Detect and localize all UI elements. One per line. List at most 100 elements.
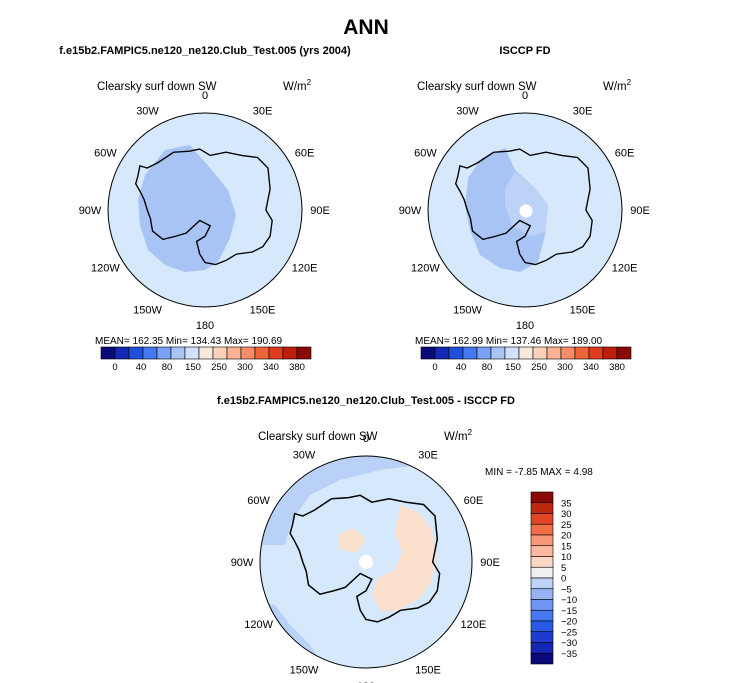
- colorbar-swatch: [616, 346, 632, 360]
- lon-label: 150W: [453, 305, 482, 317]
- lon-label: 120W: [91, 263, 120, 275]
- longitude-labels: 0 30E 60E 90E 120E 150E 180 150W 120W 90W 60W 30W: [231, 433, 500, 683]
- missing-data-pole: [519, 204, 533, 218]
- lon-label: 0: [363, 433, 369, 445]
- colorbar-swatch: [420, 346, 436, 360]
- lon-label: 60W: [247, 495, 270, 507]
- colorbar-swatch: [602, 346, 618, 360]
- lon-label: 60E: [615, 148, 635, 160]
- colorbar-tick-label: −35: [561, 649, 577, 660]
- colorbar-tick-label: 150: [185, 362, 201, 373]
- map-shading: [108, 113, 302, 307]
- colorbar-swatch: [504, 346, 520, 360]
- lon-label: 90E: [310, 205, 330, 217]
- colorbar-swatch: [530, 588, 554, 600]
- variable-label: Clearsky surf down SW: [97, 81, 217, 93]
- colorbar-tick-label: 340: [263, 362, 279, 373]
- colorbar-tick-label: 80: [482, 362, 493, 373]
- map-boundary: [427, 112, 623, 308]
- colorbar-tick-label: 0: [432, 362, 437, 373]
- lon-label: 90W: [231, 557, 254, 569]
- stats-label: MEAN= 162.35 Min= 134.43 Max= 190.69: [95, 336, 283, 347]
- colorbar-swatch: [240, 346, 256, 360]
- colorbar: 0 40 80 150 250 300 340 380: [420, 346, 632, 373]
- colorbar-swatch: [170, 346, 186, 360]
- positive-diff-region: [338, 528, 366, 552]
- variable-label: Clearsky surf down SW: [417, 81, 537, 93]
- colorbar-tick-label: 340: [583, 362, 599, 373]
- colorbar-swatch: [530, 620, 554, 633]
- colorbar: 0 40 80 150 250 300 340 380: [100, 346, 312, 373]
- colorbar-tick-label: 380: [609, 362, 625, 373]
- stats-label: MIN = -7.85 MAX = 4.98: [485, 467, 593, 478]
- colorbar-tick-label: 40: [456, 362, 467, 373]
- colorbar-tick-label: 5: [561, 563, 566, 574]
- colorbar-swatch: [434, 346, 450, 360]
- units-label: W/m2: [283, 78, 312, 93]
- colorbar-tick-label: 10: [561, 552, 572, 563]
- colorbar-tick-label: −20: [561, 617, 577, 628]
- lon-label: 150W: [290, 664, 319, 676]
- lon-label: 90W: [399, 205, 422, 217]
- colorbar-swatch: [530, 609, 554, 622]
- colorbar-tick-label: 20: [561, 531, 572, 542]
- colorbar-swatch: [114, 346, 130, 360]
- colorbar-swatch: [142, 346, 158, 360]
- colorbar-tick-label: −10: [561, 595, 577, 606]
- colorbar-tick-label: 300: [237, 362, 253, 373]
- colorbar-swatch: [530, 545, 554, 557]
- map-shading: [260, 456, 472, 668]
- low-value-region: [138, 145, 236, 272]
- colorbar-tick-label: 250: [531, 362, 547, 373]
- colorbar-tick-label: 0: [561, 574, 566, 585]
- colorbar-swatch: [530, 534, 554, 547]
- colorbar-swatch: [530, 577, 554, 590]
- colorbar-tick-label: 0: [112, 362, 117, 373]
- colorbar-tick-label: 40: [136, 362, 147, 373]
- colorbar-tick-label: 30: [561, 509, 572, 520]
- colorbar-tick-label: −15: [561, 606, 577, 617]
- colorbar-swatch: [560, 346, 576, 360]
- lon-label: 120E: [461, 619, 487, 631]
- variable-label: Clearsky surf down SW: [258, 431, 378, 443]
- colorbar-swatch: [530, 502, 554, 514]
- panel-obs: ISCCP FD Clearsky surf down SW W/m2 0 30E…: [399, 45, 650, 373]
- map-boundary: [107, 112, 303, 308]
- colorbar-tick-label: 15: [561, 541, 572, 552]
- colorbar-swatch: [532, 346, 548, 360]
- lon-label: 120W: [411, 263, 440, 275]
- colorbar-tick-label: −25: [561, 627, 577, 638]
- colorbar-swatch: [530, 652, 554, 665]
- colorbar-swatch: [100, 346, 116, 360]
- colorbar-swatch: [530, 513, 554, 525]
- colorbar-swatch: [198, 346, 214, 360]
- lon-label: 150E: [415, 664, 441, 676]
- figure-title: ANN: [343, 16, 389, 39]
- lon-label: 150W: [133, 305, 162, 317]
- longitude-labels: 0 30E 60E 90E 120E 150E 180 150W 120W 90W 60W 30W: [399, 90, 650, 332]
- lon-label: 150E: [250, 305, 276, 317]
- colorbar-swatch: [530, 599, 554, 611]
- lon-label: 60E: [295, 148, 315, 160]
- colorbar-swatch: [530, 631, 554, 643]
- colorbar-tick-label: 35: [561, 498, 572, 509]
- lon-label: 30W: [293, 450, 316, 462]
- mid-value-region: [505, 172, 548, 236]
- lon-label: 120E: [612, 263, 638, 275]
- colorbar-swatch: [156, 346, 172, 360]
- units-label: W/m2: [444, 428, 473, 443]
- colorbar-tick-label: 25: [561, 520, 572, 531]
- colorbar-swatch: [518, 346, 534, 360]
- colorbar-swatch: [530, 491, 554, 504]
- colorbar-swatch: [530, 642, 554, 654]
- lon-label: 180: [357, 681, 375, 683]
- colorbar-swatch: [574, 346, 590, 360]
- lon-label: 90E: [480, 557, 500, 569]
- panel-difference: f.e15b2.FAMPIC5.ne120_ne120.Club_Test.00…: [217, 395, 593, 683]
- panel-title: f.e15b2.FAMPIC5.ne120_ne120.Club_Test.00…: [217, 395, 515, 407]
- lon-label: 30E: [418, 450, 438, 462]
- colorbar-swatch: [212, 346, 228, 360]
- colorbar-tick-label: 300: [557, 362, 573, 373]
